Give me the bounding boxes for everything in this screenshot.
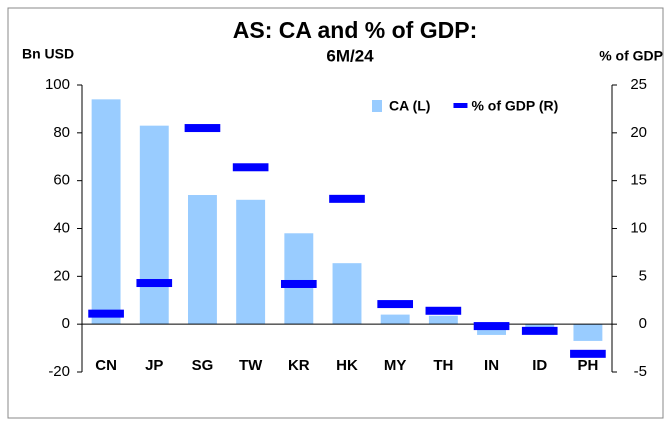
marker <box>521 326 558 335</box>
chart-subtitle: 6M/24 <box>326 46 374 65</box>
y2-tick-label: 10 <box>630 219 647 236</box>
x-tick-label: TW <box>239 357 263 374</box>
marker <box>425 306 462 315</box>
marker <box>473 322 510 331</box>
y-axis-label: Bn USD <box>22 46 74 62</box>
marker <box>377 300 414 309</box>
y2-tick-label: 20 <box>630 124 647 141</box>
bar <box>91 99 121 325</box>
x-tick-label: JP <box>145 357 163 374</box>
bar <box>284 233 314 325</box>
y2-tick-label: 5 <box>639 267 647 284</box>
y-tick-label: 40 <box>53 219 70 236</box>
bar <box>188 195 217 325</box>
marker <box>280 279 317 288</box>
bar <box>380 314 410 325</box>
y2-tick-label: -5 <box>634 363 647 380</box>
x-tick-label: SG <box>192 357 214 374</box>
marker <box>329 194 365 203</box>
legend-label: CA (L) <box>389 98 430 114</box>
y-tick-label: 60 <box>53 172 70 189</box>
y2-tick-label: 25 <box>630 76 647 93</box>
marker <box>88 309 124 318</box>
legend-swatch <box>372 100 382 112</box>
x-tick-label: HK <box>336 357 358 374</box>
x-tick-label: IN <box>484 357 499 374</box>
bar <box>573 324 603 341</box>
bar <box>139 125 169 325</box>
x-tick-label: ID <box>532 357 547 374</box>
chart-title: AS: CA and % of GDP: <box>233 17 477 43</box>
y2-axis-label: % of GDP <box>599 48 663 64</box>
x-tick-label: MY <box>384 357 407 374</box>
y2-tick-label: 15 <box>630 172 647 189</box>
x-tick-label: PH <box>577 357 598 374</box>
legend-label: % of GDP (R) <box>471 98 558 114</box>
y-tick-label: 20 <box>53 267 70 284</box>
bar <box>428 315 458 325</box>
y2-tick-label: 0 <box>639 315 647 332</box>
y-tick-label: -20 <box>48 363 70 380</box>
marker <box>184 124 221 133</box>
x-tick-label: TH <box>433 357 453 374</box>
y-tick-label: 100 <box>45 76 70 93</box>
marker <box>570 349 606 358</box>
y-tick-label: 0 <box>62 315 70 332</box>
x-tick-label: KR <box>288 357 310 374</box>
y-tick-label: 80 <box>53 124 70 141</box>
legend-swatch <box>453 103 468 108</box>
bar <box>236 199 266 325</box>
marker <box>136 279 173 288</box>
marker <box>232 163 269 172</box>
x-tick-label: CN <box>95 357 117 374</box>
bar <box>332 263 362 325</box>
